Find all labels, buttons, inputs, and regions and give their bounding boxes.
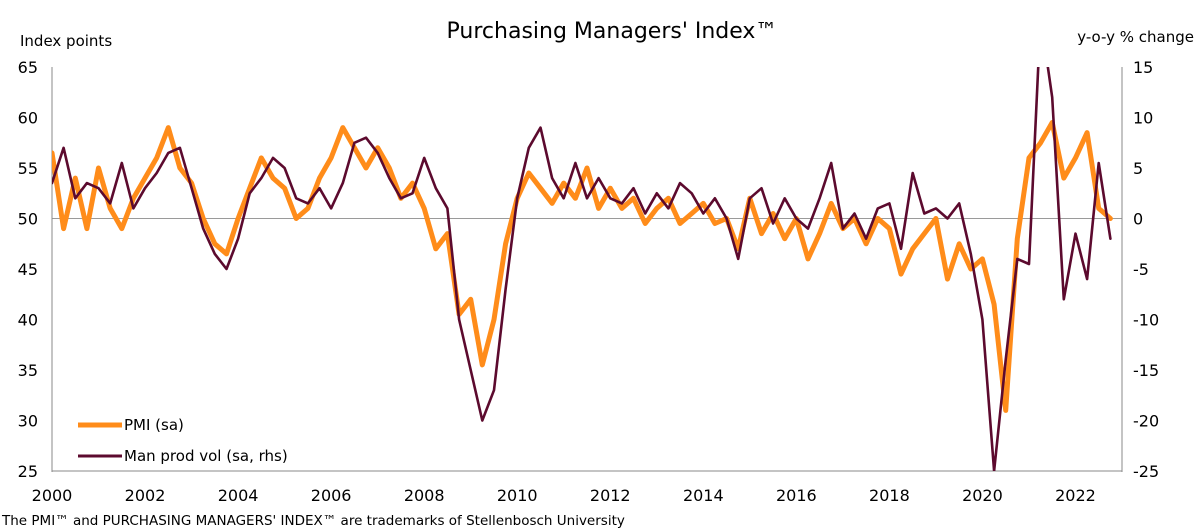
y-tick-left-label: 35 (18, 361, 38, 380)
series-layer (52, 67, 1113, 471)
y-tick-right-label: -15 (1133, 361, 1159, 380)
x-tick-label: 2018 (869, 486, 910, 505)
x-tick-label: 2006 (311, 486, 352, 505)
y-tick-right-label: 0 (1133, 210, 1143, 229)
x-tick-label: 2004 (218, 486, 259, 505)
axes (51, 67, 1123, 472)
left-axis-title: Index points (20, 32, 112, 50)
tick-labels: 656055504540353025151050-5-10-15-20-2520… (18, 58, 1160, 505)
x-tick-label: 2022 (1055, 486, 1096, 505)
y-tick-left-label: 45 (18, 260, 38, 279)
y-tick-left-label: 25 (18, 462, 38, 481)
x-tick-label: 2014 (683, 486, 724, 505)
legend: PMI (sa) Man prod vol (sa, rhs) (78, 416, 288, 465)
x-tick-label: 2000 (32, 486, 73, 505)
series-line-manprod (52, 67, 1112, 471)
y-tick-right-label: -10 (1133, 311, 1159, 330)
x-tick-label: 2010 (497, 486, 538, 505)
y-tick-right-label: -20 (1133, 412, 1159, 431)
y-tick-right-label: 5 (1133, 159, 1143, 178)
y-tick-left-label: 50 (18, 210, 38, 229)
chart-title: Purchasing Managers' Index™ (447, 19, 778, 44)
y-tick-right-label: -5 (1133, 260, 1149, 279)
x-tick-label: 2020 (962, 486, 1003, 505)
x-tick-label: 2002 (125, 486, 166, 505)
y-tick-right-label: -25 (1133, 462, 1159, 481)
y-tick-left-label: 55 (18, 159, 38, 178)
y-tick-right-label: 15 (1133, 58, 1153, 77)
footnote: The PMI™ and PURCHASING MANAGERS' INDEX™… (1, 513, 625, 529)
x-tick-label: 2008 (404, 486, 445, 505)
y-tick-left-label: 30 (18, 412, 38, 431)
y-tick-left-label: 60 (18, 109, 38, 128)
x-tick-label: 2012 (590, 486, 631, 505)
x-tick-label: 2016 (776, 486, 817, 505)
right-axis-title: y-o-y % change (1077, 28, 1194, 46)
y-tick-left-label: 65 (18, 58, 38, 77)
y-tick-left-label: 40 (18, 311, 38, 330)
legend-label-pmi: PMI (sa) (124, 416, 184, 434)
y-tick-right-label: 10 (1133, 109, 1153, 128)
series-line-pmi (52, 120, 1113, 413)
legend-label-manprod: Man prod vol (sa, rhs) (124, 447, 288, 465)
